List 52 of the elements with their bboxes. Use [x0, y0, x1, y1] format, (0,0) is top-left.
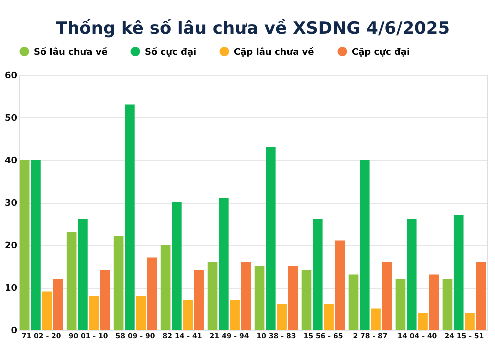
legend-label: Số cực đại — [145, 46, 197, 58]
bar — [20, 160, 30, 330]
bar — [429, 274, 440, 330]
legend-label: Cặp lâu chưa về — [234, 46, 314, 58]
bar — [360, 160, 370, 330]
bar — [241, 262, 252, 330]
bar — [382, 262, 392, 330]
bar — [254, 266, 265, 330]
bar — [31, 160, 41, 330]
bar — [114, 236, 124, 330]
bar — [454, 215, 464, 330]
legend-label: Số lâu chưa về — [34, 46, 108, 58]
bar — [396, 279, 406, 330]
bar — [147, 258, 158, 330]
bar — [219, 198, 229, 330]
bar — [442, 279, 453, 330]
chart-title: Thống kê số lâu chưa về XSDNG 4/6/2025 — [56, 19, 450, 39]
bar — [53, 279, 64, 330]
bar — [277, 304, 287, 330]
bar — [66, 232, 77, 330]
bar — [476, 262, 486, 330]
bar — [78, 220, 88, 330]
bar — [125, 104, 135, 330]
bar — [160, 245, 171, 330]
y-tick-label: 40 — [4, 156, 18, 166]
bar — [348, 274, 359, 330]
bar — [418, 313, 428, 330]
bar — [371, 308, 381, 330]
bar — [136, 296, 146, 330]
bar — [230, 300, 240, 330]
bar — [288, 266, 298, 330]
bar — [313, 220, 323, 330]
bar — [324, 304, 334, 330]
bar — [172, 202, 182, 330]
bar — [89, 296, 100, 330]
y-tick-label: 60 — [4, 72, 18, 82]
bar — [208, 262, 218, 330]
legend-label: Cặp cực đại — [352, 46, 410, 58]
y-tick-label: 30 — [4, 199, 18, 209]
y-tick-label: 10 — [4, 284, 18, 294]
bar — [302, 270, 312, 330]
y-tick-label: 20 — [4, 242, 18, 252]
bar — [335, 240, 346, 330]
y-tick-label: 50 — [4, 114, 18, 124]
bar — [183, 300, 193, 330]
bar — [194, 270, 204, 330]
bar — [406, 220, 417, 330]
bar — [100, 270, 110, 330]
bar — [465, 313, 475, 330]
bar — [266, 147, 276, 330]
bar — [42, 292, 52, 330]
y-tick-label: 0 — [11, 326, 18, 336]
